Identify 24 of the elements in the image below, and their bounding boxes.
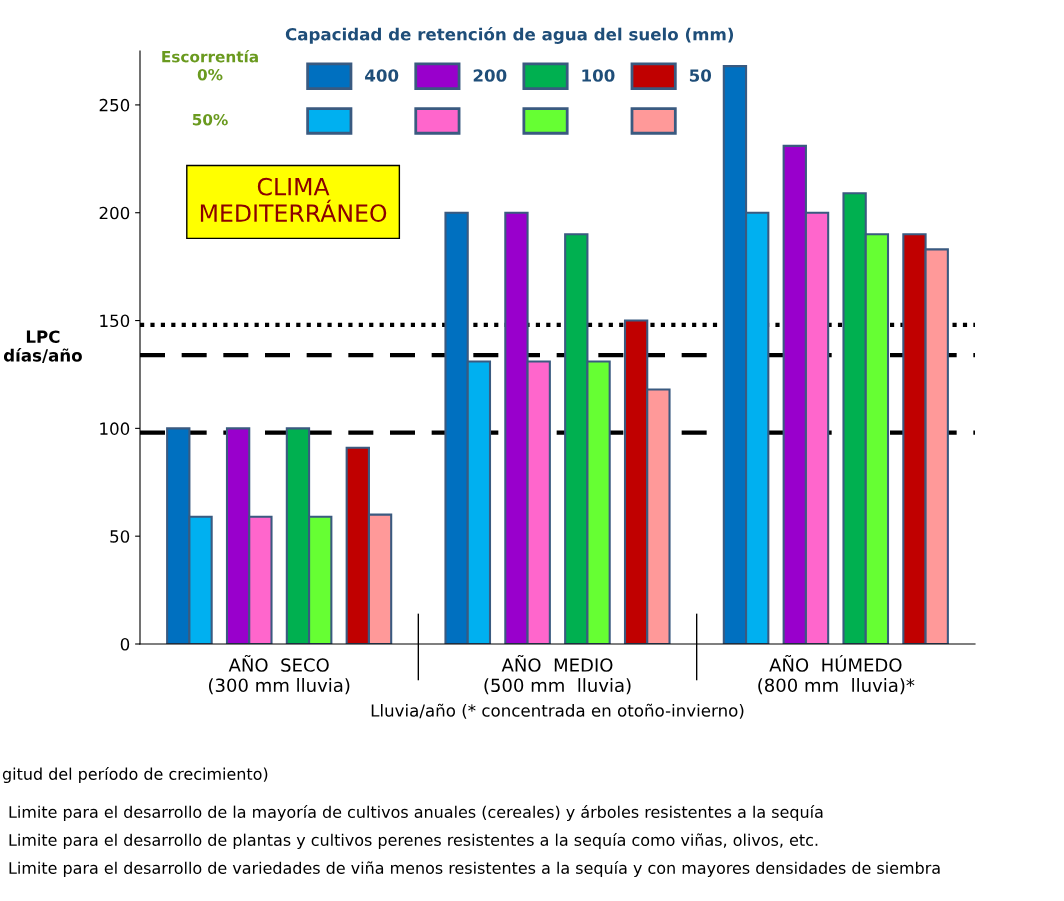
legend-label: 400 [365, 69, 399, 82]
annotation: CLIMA MEDITERRÁNEO [200, 177, 387, 223]
text: Limite para el desarrollo de plantas y cultivos perenes resistentes a la sequía como viñas, olivos, etc. [9, 833, 818, 850]
y-tick-label: 0 [120, 637, 130, 651]
legend-label: 100 [582, 69, 615, 82]
legend-label: 200 [473, 69, 507, 82]
text: Limite para el desarrollo de variedades de viña menos resistentes a la sequía y con mayores densidades de siembra [9, 861, 940, 878]
y-tick-label: 150 [100, 314, 130, 328]
legend-label: 50 [689, 69, 712, 82]
y-tick-label: 100 [100, 422, 130, 435]
y-tick-label: 250 [99, 98, 130, 112]
text: Limite para el desarrollo de la mayoría de cultivos anuales (cereales) y árboles resistentes a la sequía [9, 805, 823, 822]
y-tick-label: 50 [110, 530, 130, 543]
text: gitud del período de crecimiento) [2, 766, 268, 784]
annotation: 0% [197, 68, 223, 81]
legend-title: Capacidad de retención de agua del suelo (mm) [285, 27, 734, 44]
x-axis-title: Lluvia/año (* concentrada en otoño-invierno) [371, 703, 744, 719]
annotation: Escorrentía [162, 50, 258, 63]
x-tick-label: AÑO MEDIO (500 mm lluvia) [484, 655, 631, 695]
x-tick-label: AÑO HÚMEDO (800 mm lluvia)* [758, 654, 915, 695]
y-tick-label: 200 [99, 206, 130, 220]
x-tick-label: AÑO SECO (300 mm lluvia) [209, 655, 350, 695]
y-axis-title: LPC días/año [3, 330, 82, 363]
annotation: 50% [192, 113, 228, 126]
